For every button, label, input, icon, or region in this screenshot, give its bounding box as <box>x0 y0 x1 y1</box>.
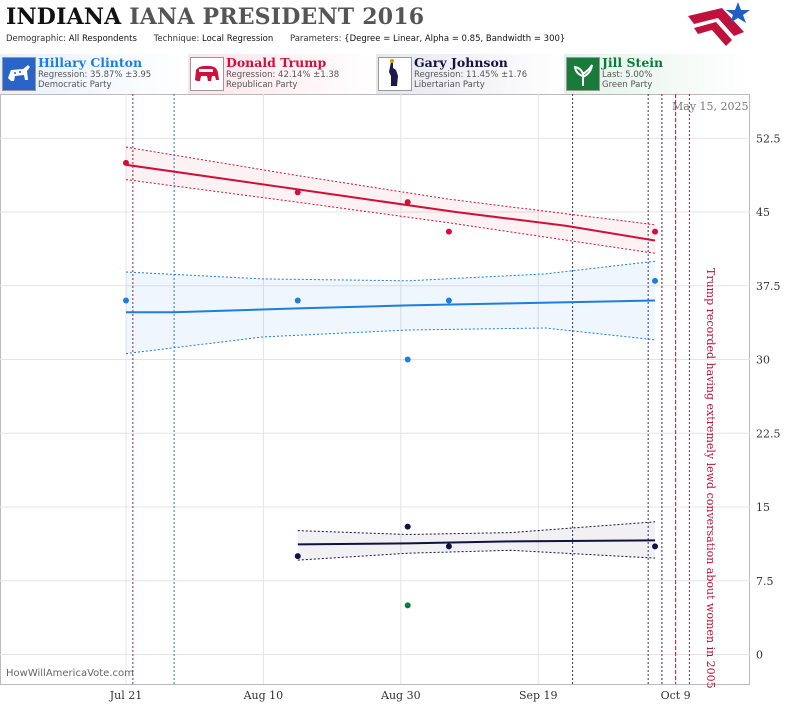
chart-axes: Jul 21 Aug 10 Aug 30 Sep 19 Oct 9 0 7.5 15 22.5 3… <box>109 132 781 702</box>
chart-grid <box>0 94 750 685</box>
title-race: IANA PRESIDENT 2016 <box>129 4 425 30</box>
candidate-legend: Hillary Clinton Regression: 35.87% ±3.95… <box>0 54 750 94</box>
band-upper-line <box>297 521 656 536</box>
x-tick-label: Oct 9 <box>661 689 691 702</box>
candidate-party: Libertarian Party <box>414 80 485 90</box>
technique-value: Local Regression <box>202 34 274 44</box>
candidate-name: Gary Johnson <box>414 55 508 70</box>
candidate-name: Hillary Clinton <box>38 55 143 70</box>
trend-line <box>125 163 656 242</box>
elephant-icon <box>190 57 224 91</box>
candidate-party: Democratic Party <box>38 80 112 90</box>
parameters-value: {Degree = Linear, Alpha = 0.85, Bandwidt… <box>344 34 566 44</box>
chart-parameters: Demographic: All Respondents Technique: … <box>6 34 579 44</box>
poll-points <box>123 159 659 609</box>
candidate-regression: Regression: 42.14% ±1.38 <box>226 70 340 80</box>
trend-line <box>126 299 656 314</box>
technique-label: Technique: <box>153 34 200 44</box>
legend-johnson[interactable]: Gary Johnson Regression: 11.45% ±1.76 Li… <box>376 54 562 94</box>
x-tick-label: Sep 19 <box>519 689 558 702</box>
site-watermark[interactable]: HowWillAmericaVote.com <box>6 668 134 679</box>
legend-clinton[interactable]: Hillary Clinton Regression: 35.87% ±3.95… <box>0 54 186 94</box>
candidate-name: Donald Trump <box>226 55 327 70</box>
chart-header: INDIANA IANA PRESIDENT 2016 Demographic:… <box>0 0 750 52</box>
poll-point <box>652 543 659 550</box>
confidence-band <box>126 261 655 354</box>
date-label: May 15, 2025 <box>672 100 749 113</box>
liberty-statue-icon <box>378 57 412 91</box>
poll-point <box>404 356 411 363</box>
candidate-regression: Regression: 35.87% ±3.95 <box>38 70 152 80</box>
candidate-regression: Regression: 11.45% ±1.76 <box>414 70 528 80</box>
trend-lines <box>125 163 656 546</box>
y-tick-label: 7.5 <box>756 575 774 588</box>
poll-point <box>652 277 659 284</box>
y-tick-label: 0 <box>756 649 763 662</box>
plot-frame <box>0 94 750 685</box>
plant-icon <box>566 57 600 91</box>
poll-point <box>445 228 452 235</box>
poll-point <box>294 553 301 560</box>
x-tick-label: Jul 21 <box>109 689 143 702</box>
confidence-bands <box>125 146 656 561</box>
band-lower-line <box>125 327 656 355</box>
site-logo-icon[interactable] <box>688 2 750 52</box>
y-tick-label: 22.5 <box>756 427 781 440</box>
y-tick-label: 15 <box>756 501 770 514</box>
band-lower-line <box>125 179 656 254</box>
poll-point <box>404 199 411 206</box>
x-tick-label: Aug 10 <box>243 689 284 702</box>
demographic-label: Demographic: <box>6 34 67 44</box>
polling-chart: Jul 21 Aug 10 Aug 30 Sep 19 Oct 9 0 7.5 15 22.5 3… <box>0 94 781 702</box>
poll-point <box>445 543 452 550</box>
poll-point <box>652 228 659 235</box>
trend-line <box>297 539 656 546</box>
poll-point <box>404 602 411 609</box>
poll-point <box>123 159 129 166</box>
poll-point <box>294 297 301 304</box>
donkey-icon <box>2 57 36 91</box>
poll-point <box>404 523 411 530</box>
candidate-party: Green Party <box>602 80 653 90</box>
poll-point <box>445 297 452 304</box>
y-tick-label: 30 <box>756 354 770 367</box>
band-upper-line <box>125 260 656 282</box>
candidate-name: Jill Stein <box>602 55 664 70</box>
x-tick-label: Aug 30 <box>380 689 421 702</box>
demographic-value: All Respondents <box>68 34 137 44</box>
poll-point <box>123 297 129 304</box>
legend-stein[interactable]: Jill Stein Last: 5.00% Green Party <box>564 54 750 94</box>
confidence-band <box>297 521 655 561</box>
poll-point <box>294 189 301 196</box>
event-annotation: Trump recorded having extremely lewd con… <box>704 268 717 689</box>
y-tick-label: 52.5 <box>756 132 781 145</box>
band-lower-line <box>297 549 656 561</box>
y-tick-label: 45 <box>756 206 770 219</box>
legend-trump[interactable]: Donald Trump Regression: 42.14% ±1.38 Re… <box>188 54 374 94</box>
page-title: INDIANA IANA PRESIDENT 2016 <box>6 4 424 30</box>
parameters-label: Parameters: <box>289 34 342 44</box>
event-markers <box>132 94 690 684</box>
title-state: INDIANA <box>6 4 122 30</box>
candidate-regression: Last: 5.00% <box>602 70 653 80</box>
y-tick-label: 37.5 <box>756 280 781 293</box>
candidate-party: Republican Party <box>226 80 298 90</box>
confidence-band <box>126 147 655 254</box>
